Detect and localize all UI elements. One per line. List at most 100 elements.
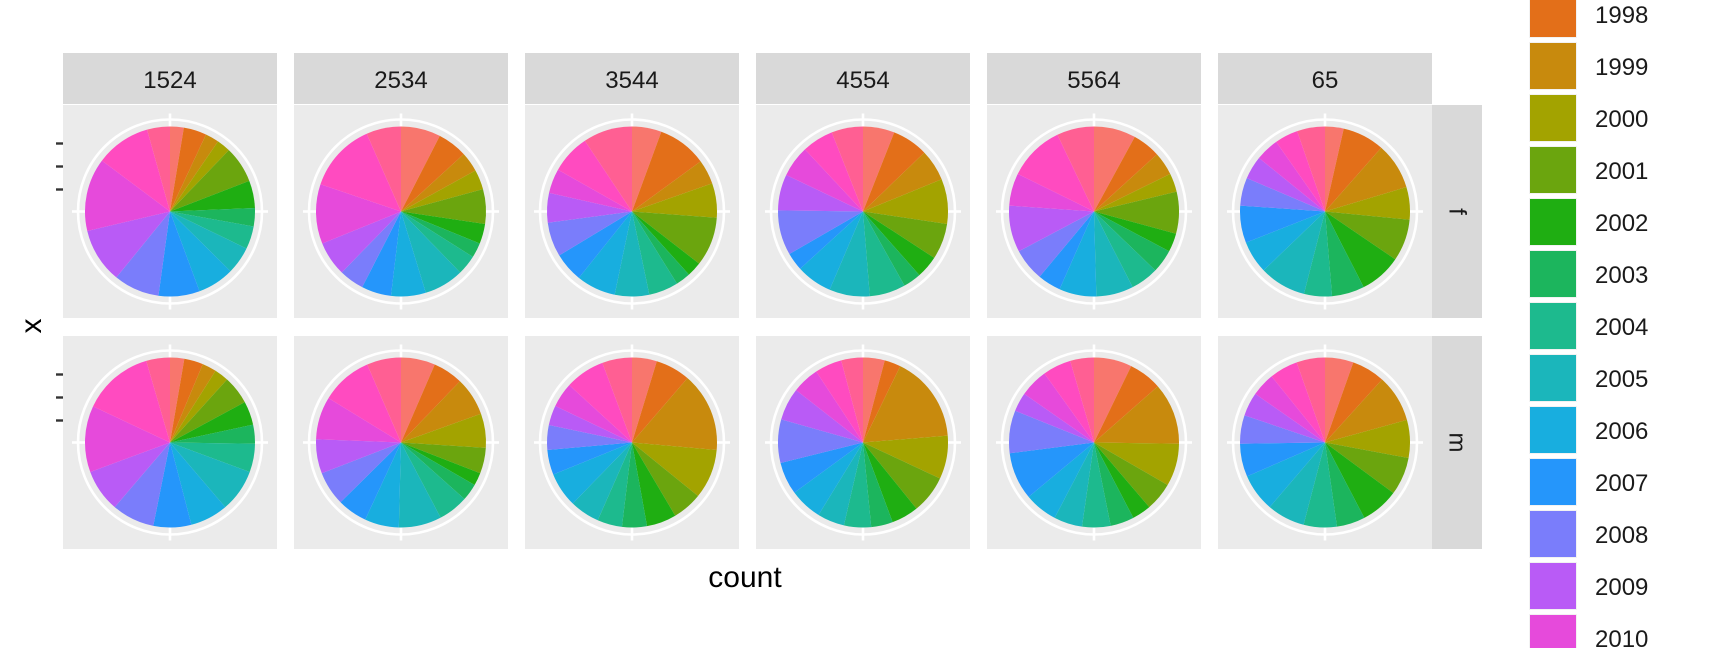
pie-slice-9	[794, 442, 863, 515]
pie-slice-11	[1240, 178, 1325, 212]
pie-slice-14	[101, 129, 170, 212]
pie-slice-2	[1094, 154, 1171, 212]
pie-slice-15	[584, 126, 632, 212]
pie-slice-7	[170, 211, 254, 249]
legend-label: 2000	[1595, 106, 1648, 133]
pie-slice-14	[804, 132, 863, 212]
pie-slice-15	[831, 126, 863, 212]
panel-m-1524	[63, 336, 277, 549]
pie-slice-1	[1094, 366, 1158, 443]
pie-slice-1	[632, 361, 688, 443]
pie-slice-4	[863, 442, 941, 509]
pie-slice-14	[816, 360, 863, 443]
pie-slice-3	[401, 413, 486, 448]
pie-slice-11	[1009, 410, 1094, 454]
pie-slice-5	[170, 180, 255, 212]
panel-f-3544	[525, 105, 739, 318]
pie-slice-6	[170, 424, 255, 444]
pie-slice-10	[1039, 211, 1094, 290]
pie-slice-15	[1057, 126, 1094, 212]
legend-key	[1530, 407, 1576, 453]
pie-slice-3	[401, 170, 483, 212]
pie-slice-2	[170, 364, 216, 443]
pie-slice-0	[1325, 126, 1344, 212]
pie-slice-6	[1325, 211, 1364, 297]
pie-slice-4	[863, 211, 948, 258]
pie-slice-15	[366, 126, 401, 212]
pie-slice-7	[1303, 442, 1337, 528]
legend-label: 2001	[1595, 158, 1648, 185]
pie-slice-4	[401, 189, 486, 225]
legend-item-1999: 1999	[1529, 42, 1648, 90]
pie-slice-11	[1240, 415, 1325, 444]
pie-slice-6	[621, 442, 648, 528]
legend-item-2006: 2006	[1529, 406, 1648, 454]
pie-slice-3	[1325, 419, 1410, 459]
pie-slice-14	[1017, 134, 1094, 212]
legend-item-2007: 2007	[1529, 458, 1648, 506]
strip-row-f: f	[1432, 105, 1482, 318]
pie-slice-9	[578, 211, 632, 295]
pie-slice-11	[321, 442, 401, 503]
pie-slice-4	[632, 211, 717, 264]
pie-slice-13	[796, 371, 863, 443]
strip-background	[756, 53, 970, 104]
legend: 1998 1999 2000 2001 2002 2003 2004 2005 2006 2007…	[1529, 0, 1648, 648]
pie-slice-14	[569, 362, 632, 443]
pie-slice-6	[401, 211, 480, 257]
pie-slice-5	[401, 211, 486, 244]
pie-slice-3	[1325, 187, 1411, 220]
pie-slice-1	[632, 131, 701, 212]
pie-slice-14	[1271, 362, 1325, 443]
pie-slice-3	[632, 183, 718, 218]
pie-slice-5	[1094, 442, 1150, 518]
pie-slice-15	[1297, 126, 1325, 212]
pie-slice-3	[1094, 173, 1177, 212]
panel-f-2534	[294, 105, 508, 318]
pie-slice-10	[362, 211, 401, 296]
pie-slice-12	[316, 439, 401, 474]
pie-slice-1	[401, 135, 464, 212]
pie-slice-13	[316, 398, 401, 443]
panel-m-4554	[756, 336, 970, 549]
pie-slice-12	[1009, 205, 1094, 252]
pie-slice-10	[158, 211, 200, 297]
pie-slice-0	[170, 357, 185, 443]
pie-slice-13	[555, 385, 632, 443]
pie-slice-14	[93, 360, 170, 443]
pie-slice-4	[1094, 442, 1168, 508]
pie-slice-15	[841, 357, 863, 443]
pie-slice-2	[1094, 386, 1179, 444]
pie-slice-5	[863, 211, 935, 276]
pie-slice-2	[863, 152, 942, 212]
pie-slice-11	[778, 419, 863, 463]
pie-slice-9	[1247, 442, 1325, 508]
strip-label: f	[1444, 208, 1471, 215]
pie-slice-14	[320, 133, 401, 212]
strip-background	[63, 53, 277, 104]
legend-item-2001: 2001	[1529, 146, 1648, 194]
pie-slice-9	[170, 442, 226, 525]
pie-slice-3	[863, 435, 948, 479]
pie-slice-2	[632, 161, 713, 212]
pie-slice-6	[1325, 442, 1365, 527]
y-axis-title: x	[15, 319, 48, 334]
pie-slice-12	[1246, 157, 1325, 212]
pie-slice-1	[1325, 128, 1382, 212]
pie-slice-7	[1303, 211, 1333, 297]
legend-label: 2002	[1595, 210, 1648, 237]
pie-slice-11	[116, 211, 170, 296]
pie-slice-4	[1094, 191, 1179, 234]
strip-col-5564: 5564	[987, 53, 1201, 104]
legend-label: 2006	[1595, 418, 1648, 445]
pie-slice-7	[632, 211, 677, 295]
pie-slice-10	[153, 442, 192, 528]
pie-slice-13	[549, 169, 632, 212]
strip-label: 1524	[143, 67, 196, 94]
pie-slice-4	[1325, 442, 1409, 494]
legend-item-2010: 2010	[1529, 614, 1648, 648]
pie-slice-9	[1028, 442, 1094, 518]
pie-slice-6	[1094, 442, 1134, 526]
pie-slice-13	[316, 184, 401, 244]
pie-slice-8	[818, 442, 863, 526]
